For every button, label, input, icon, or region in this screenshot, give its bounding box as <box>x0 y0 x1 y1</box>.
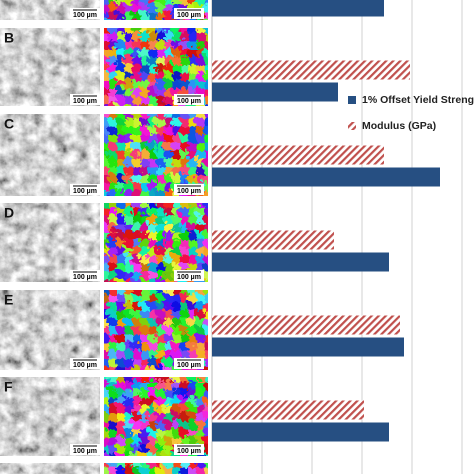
scale-label: 100 µm <box>73 448 97 455</box>
scale-box <box>70 184 100 195</box>
ebsd-map <box>104 114 208 196</box>
scale-label: 100 µm <box>177 274 201 281</box>
legend-label: 1% Offset Yield Strength <box>362 94 474 106</box>
bar <box>212 0 384 17</box>
bar <box>212 400 364 420</box>
panel-letter: D <box>4 205 14 221</box>
scale-label: 100 µm <box>177 362 201 369</box>
micrographs: 100 µm 100 µm 100 µm 100 µm 100 µm 100 µm 100 … <box>0 0 208 474</box>
legend-swatch <box>348 122 356 130</box>
legend-swatch <box>348 96 356 104</box>
bar <box>212 230 334 250</box>
sem-image <box>0 463 100 474</box>
scale-box <box>70 8 100 19</box>
ebsd-map <box>104 203 208 282</box>
scale-label: 100 µm <box>177 188 201 195</box>
scale-label: 100 µm <box>73 274 97 281</box>
bar <box>212 337 404 357</box>
ebsd-map <box>104 290 208 370</box>
sem-image <box>0 203 100 282</box>
scale-label: 100 µm <box>73 188 97 195</box>
sem-image <box>0 28 100 106</box>
sem-image <box>0 114 100 196</box>
bar <box>212 82 338 102</box>
bar <box>212 422 389 442</box>
legend-label: Modulus (GPa) <box>362 120 436 132</box>
panel-letter: C <box>4 116 14 132</box>
scale-box <box>70 444 100 455</box>
sem-image <box>0 377 100 456</box>
bar <box>212 60 410 80</box>
scale-box <box>174 94 204 105</box>
sem-image <box>0 290 100 370</box>
scale-box <box>174 184 204 195</box>
bar <box>212 145 384 165</box>
bar <box>212 252 389 272</box>
bar <box>212 315 400 335</box>
ebsd-map <box>104 0 208 20</box>
scale-box <box>174 8 204 19</box>
scale-label: 100 µm <box>73 12 97 19</box>
ebsd-map <box>104 463 208 474</box>
ebsd-map <box>104 28 208 106</box>
scale-label: 100 µm <box>73 98 97 105</box>
scale-label: 100 µm <box>177 98 201 105</box>
scale-box <box>70 270 100 281</box>
panel-letter: F <box>4 379 13 395</box>
scale-box <box>174 444 204 455</box>
bar-chart: 1% Offset Yield Strength Modulus (GPa) <box>211 0 474 474</box>
scale-label: 100 µm <box>73 362 97 369</box>
panel-letter: E <box>4 292 13 308</box>
panel-letter: B <box>4 30 14 46</box>
scale-label: 100 µm <box>177 448 201 455</box>
scale-box <box>174 358 204 369</box>
scale-box <box>174 270 204 281</box>
scale-box <box>70 358 100 369</box>
scale-box <box>70 94 100 105</box>
bar <box>212 167 440 187</box>
scale-label: 100 µm <box>177 12 201 19</box>
